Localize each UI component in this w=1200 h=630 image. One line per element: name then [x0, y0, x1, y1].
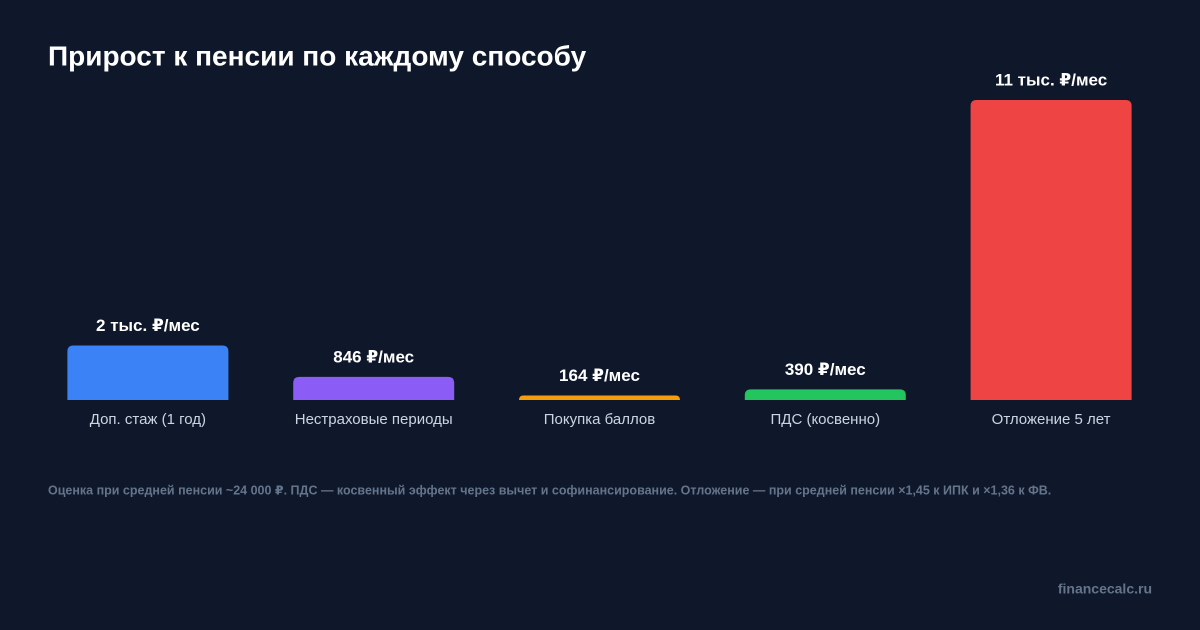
bar	[67, 345, 229, 400]
bar	[970, 100, 1132, 400]
value-label: 164 ₽/мес	[559, 366, 640, 385]
x-tick-label: Нестраховые периоды	[295, 411, 453, 428]
bar	[293, 376, 455, 400]
value-label: 846 ₽/мес	[333, 347, 414, 366]
value-label: 11 тыс. ₽/мес	[995, 70, 1107, 89]
footnote: Оценка при средней пенсии ~24 000 ₽. ПДС…	[48, 483, 1051, 497]
source: financecalc.ru	[1058, 581, 1152, 597]
chart-title: Прирост к пенсии по каждому способу	[48, 40, 587, 71]
bar	[519, 395, 680, 400]
value-label: 2 тыс. ₽/мес	[96, 316, 200, 335]
x-tick-label: ПДС (косвенно)	[771, 411, 881, 428]
bar	[744, 389, 906, 400]
x-tick-label: Доп. стаж (1 год)	[90, 411, 206, 428]
x-tick-label: Покупка баллов	[544, 411, 655, 428]
x-tick-label: Отложение 5 лет	[992, 411, 1111, 428]
value-label: 390 ₽/мес	[785, 360, 866, 379]
